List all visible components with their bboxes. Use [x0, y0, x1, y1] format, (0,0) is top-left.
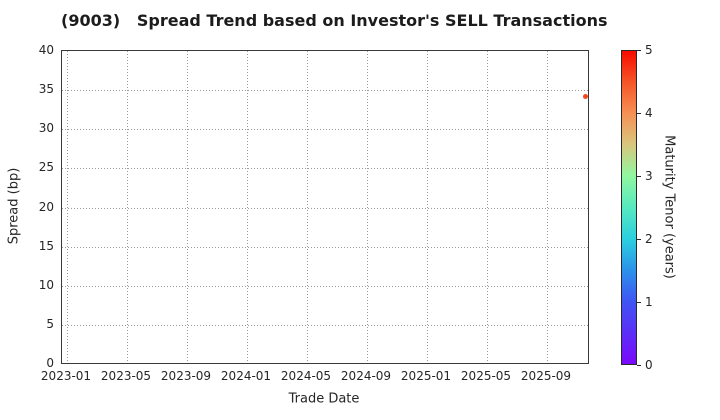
y-tick-label: 40: [38, 43, 54, 57]
x-axis-label: Trade Date: [288, 391, 360, 407]
chart-title: (9003) Spread Trend based on Investor's …: [61, 11, 608, 30]
gridline-vertical: [427, 51, 428, 363]
gridline-horizontal: [62, 246, 588, 248]
gridline-vertical: [367, 51, 368, 363]
gridline-horizontal: [62, 168, 588, 170]
gridline-vertical: [547, 51, 548, 363]
x-tick-label: 2024-01: [220, 369, 272, 383]
colorbar-tick-label: 2: [645, 232, 653, 246]
gridline-vertical: [307, 51, 308, 363]
x-tick-label: 2024-09: [340, 369, 392, 383]
y-tick-label: 15: [38, 238, 54, 253]
colorbar-tick: [637, 176, 641, 177]
colorbar-tick: [637, 50, 641, 51]
colorbar-tick-label: 4: [645, 106, 653, 120]
y-tick-label: 20: [38, 199, 54, 214]
y-axis-label: Spread (bp): [6, 167, 22, 245]
y-tick-label: 35: [38, 82, 54, 97]
y-tick-label: 0: [46, 356, 54, 370]
colorbar-tick: [637, 113, 641, 114]
gridline-horizontal: [62, 324, 588, 326]
gridline-vertical: [127, 51, 128, 363]
colorbar-tick: [637, 302, 641, 303]
gridline-vertical: [187, 51, 188, 363]
x-tick-label: 2025-01: [400, 369, 452, 383]
y-tick-label: 30: [38, 121, 54, 136]
gridline-vertical: [67, 51, 68, 363]
x-tick-label: 2025-05: [460, 369, 512, 383]
x-tick-label: 2025-09: [520, 369, 572, 383]
x-tick-label: 2024-05: [280, 369, 332, 383]
colorbar-tick-label: 0: [645, 358, 653, 372]
colorbar-tick-label: 3: [645, 169, 653, 183]
y-tick-label: 25: [38, 160, 54, 175]
y-tick-label: 5: [46, 316, 54, 331]
y-tick-label: 10: [38, 277, 54, 292]
gridline-horizontal: [62, 285, 588, 287]
x-tick-label: 2023-01: [40, 369, 92, 383]
gridline-horizontal: [62, 207, 588, 209]
x-tick-label: 2023-09: [160, 369, 212, 383]
colorbar-tick: [637, 365, 641, 366]
colorbar-tick-label: 1: [645, 295, 653, 309]
data-point: [582, 94, 588, 100]
plot-area: [61, 50, 589, 364]
colorbar-tick: [637, 239, 641, 240]
gridline-horizontal: [62, 129, 588, 131]
colorbar-axis-label: Maturity Tenor (years): [661, 135, 677, 279]
gridline-vertical: [487, 51, 488, 363]
gridline-vertical: [247, 51, 248, 363]
colorbar-gradient: [621, 50, 637, 365]
x-tick-label: 2023-05: [100, 369, 152, 383]
colorbar-tick-label: 5: [645, 43, 653, 57]
gridline-horizontal: [62, 90, 588, 92]
